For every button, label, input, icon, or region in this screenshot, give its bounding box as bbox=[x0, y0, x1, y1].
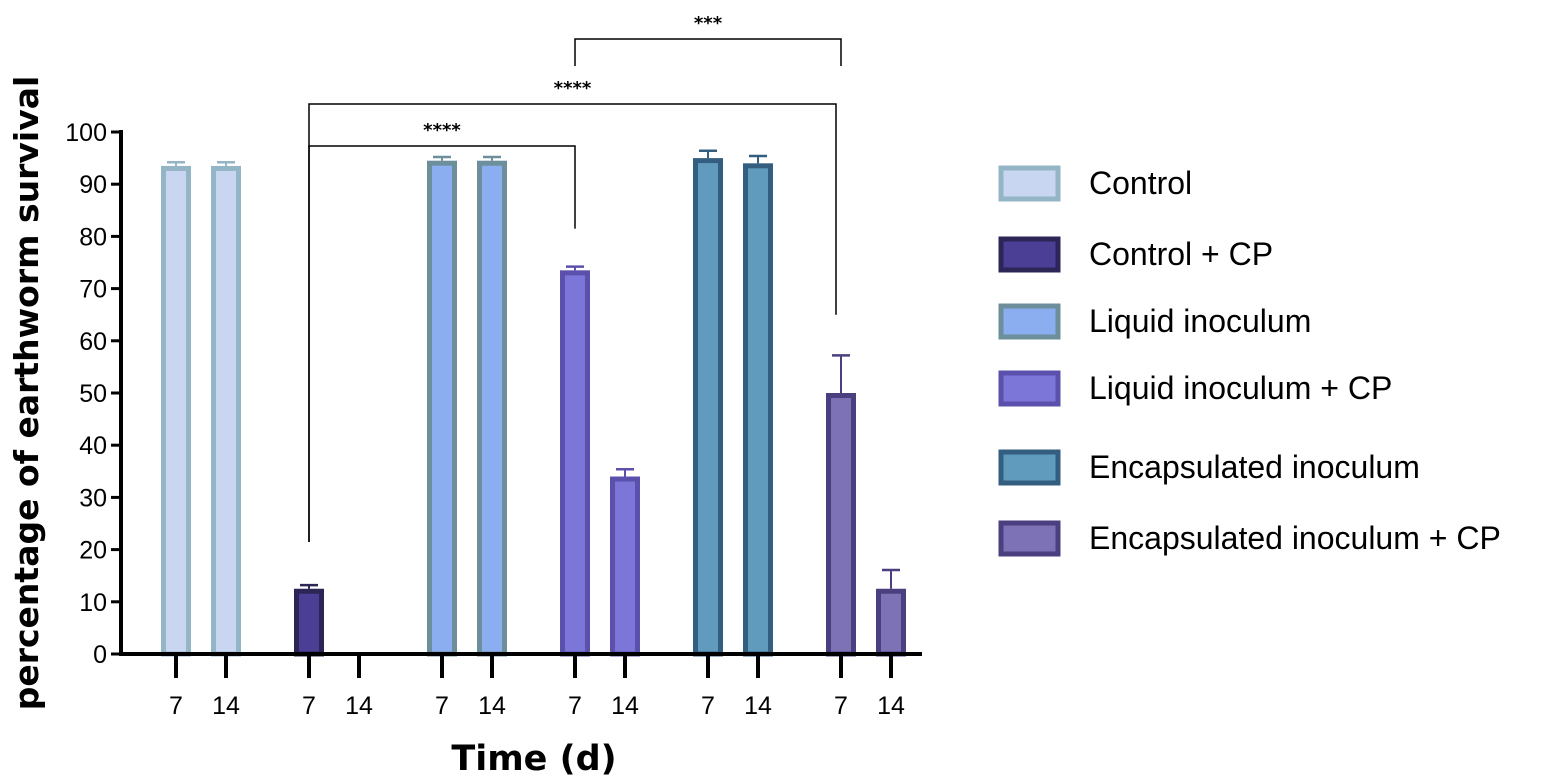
significance-bracket bbox=[574, 38, 842, 66]
x-tick-label: 14 bbox=[611, 692, 639, 720]
legend-swatch bbox=[998, 303, 1061, 340]
x-tick-label: 7 bbox=[701, 692, 715, 720]
x-tick-label: 7 bbox=[169, 692, 183, 720]
bar bbox=[876, 588, 906, 657]
legend-label: Encapsulated inoculum bbox=[1089, 449, 1420, 485]
legend-label: Control + CP bbox=[1089, 236, 1273, 272]
bar bbox=[610, 476, 640, 657]
y-tick-label: 40 bbox=[79, 432, 107, 460]
y-tick-label: 30 bbox=[79, 484, 107, 512]
x-tick-label: 14 bbox=[212, 692, 240, 720]
x-tick-label: 14 bbox=[345, 692, 373, 720]
y-tick-label: 100 bbox=[65, 119, 107, 147]
bar bbox=[477, 160, 507, 657]
x-tick-label: 7 bbox=[435, 692, 449, 720]
y-tick-label: 10 bbox=[79, 589, 107, 617]
legend-swatch bbox=[998, 236, 1061, 273]
y-tick-label: 0 bbox=[93, 641, 107, 669]
significance-label: **** bbox=[554, 78, 592, 99]
y-tick-label: 50 bbox=[79, 380, 107, 408]
significance-label: **** bbox=[423, 120, 461, 141]
legend-swatch bbox=[998, 370, 1061, 407]
bar bbox=[427, 160, 457, 657]
legend-label: Control bbox=[1089, 165, 1192, 201]
bar bbox=[294, 588, 324, 657]
x-tick-label: 14 bbox=[877, 692, 905, 720]
bar bbox=[211, 165, 241, 657]
x-tick-label: 14 bbox=[478, 692, 506, 720]
legend-label: Liquid inoculum + CP bbox=[1089, 370, 1392, 406]
significance-bracket bbox=[308, 103, 837, 542]
y-tick-label: 70 bbox=[79, 276, 107, 304]
bar bbox=[743, 163, 773, 657]
bar bbox=[826, 393, 856, 657]
legend-swatch bbox=[998, 520, 1061, 557]
y-tick-label: 60 bbox=[79, 328, 107, 356]
legend-swatch bbox=[998, 165, 1061, 202]
y-tick-label: 90 bbox=[79, 171, 107, 199]
x-tick-label: 14 bbox=[744, 692, 772, 720]
bars-layer bbox=[161, 149, 906, 657]
bar bbox=[161, 165, 191, 657]
legend-swatch bbox=[998, 449, 1061, 486]
significance-label: *** bbox=[694, 13, 723, 34]
bar bbox=[693, 158, 723, 657]
y-axis-title: percentage of earthworm survival bbox=[7, 76, 46, 711]
x-tick-label: 7 bbox=[302, 692, 316, 720]
x-tick-label: 7 bbox=[834, 692, 848, 720]
legend: Control Control + CP Liquid inoculum Liquid… bbox=[998, 165, 1501, 557]
bar bbox=[560, 270, 590, 657]
y-tick-label: 80 bbox=[79, 223, 107, 251]
legend-label: Liquid inoculum bbox=[1089, 303, 1311, 339]
legend-label: Encapsulated inoculum + CP bbox=[1089, 520, 1501, 556]
x-axis-title: Time (d) bbox=[451, 739, 616, 779]
significance-layer: *********** bbox=[308, 13, 842, 542]
y-tick-label: 20 bbox=[79, 537, 107, 565]
x-tick-label: 7 bbox=[568, 692, 582, 720]
axes-layer: 7 14 7 14 7 14 7 14 7 14 7 14 0 10 20 30 40 50 60 70 80 90 100 bbox=[65, 119, 922, 720]
